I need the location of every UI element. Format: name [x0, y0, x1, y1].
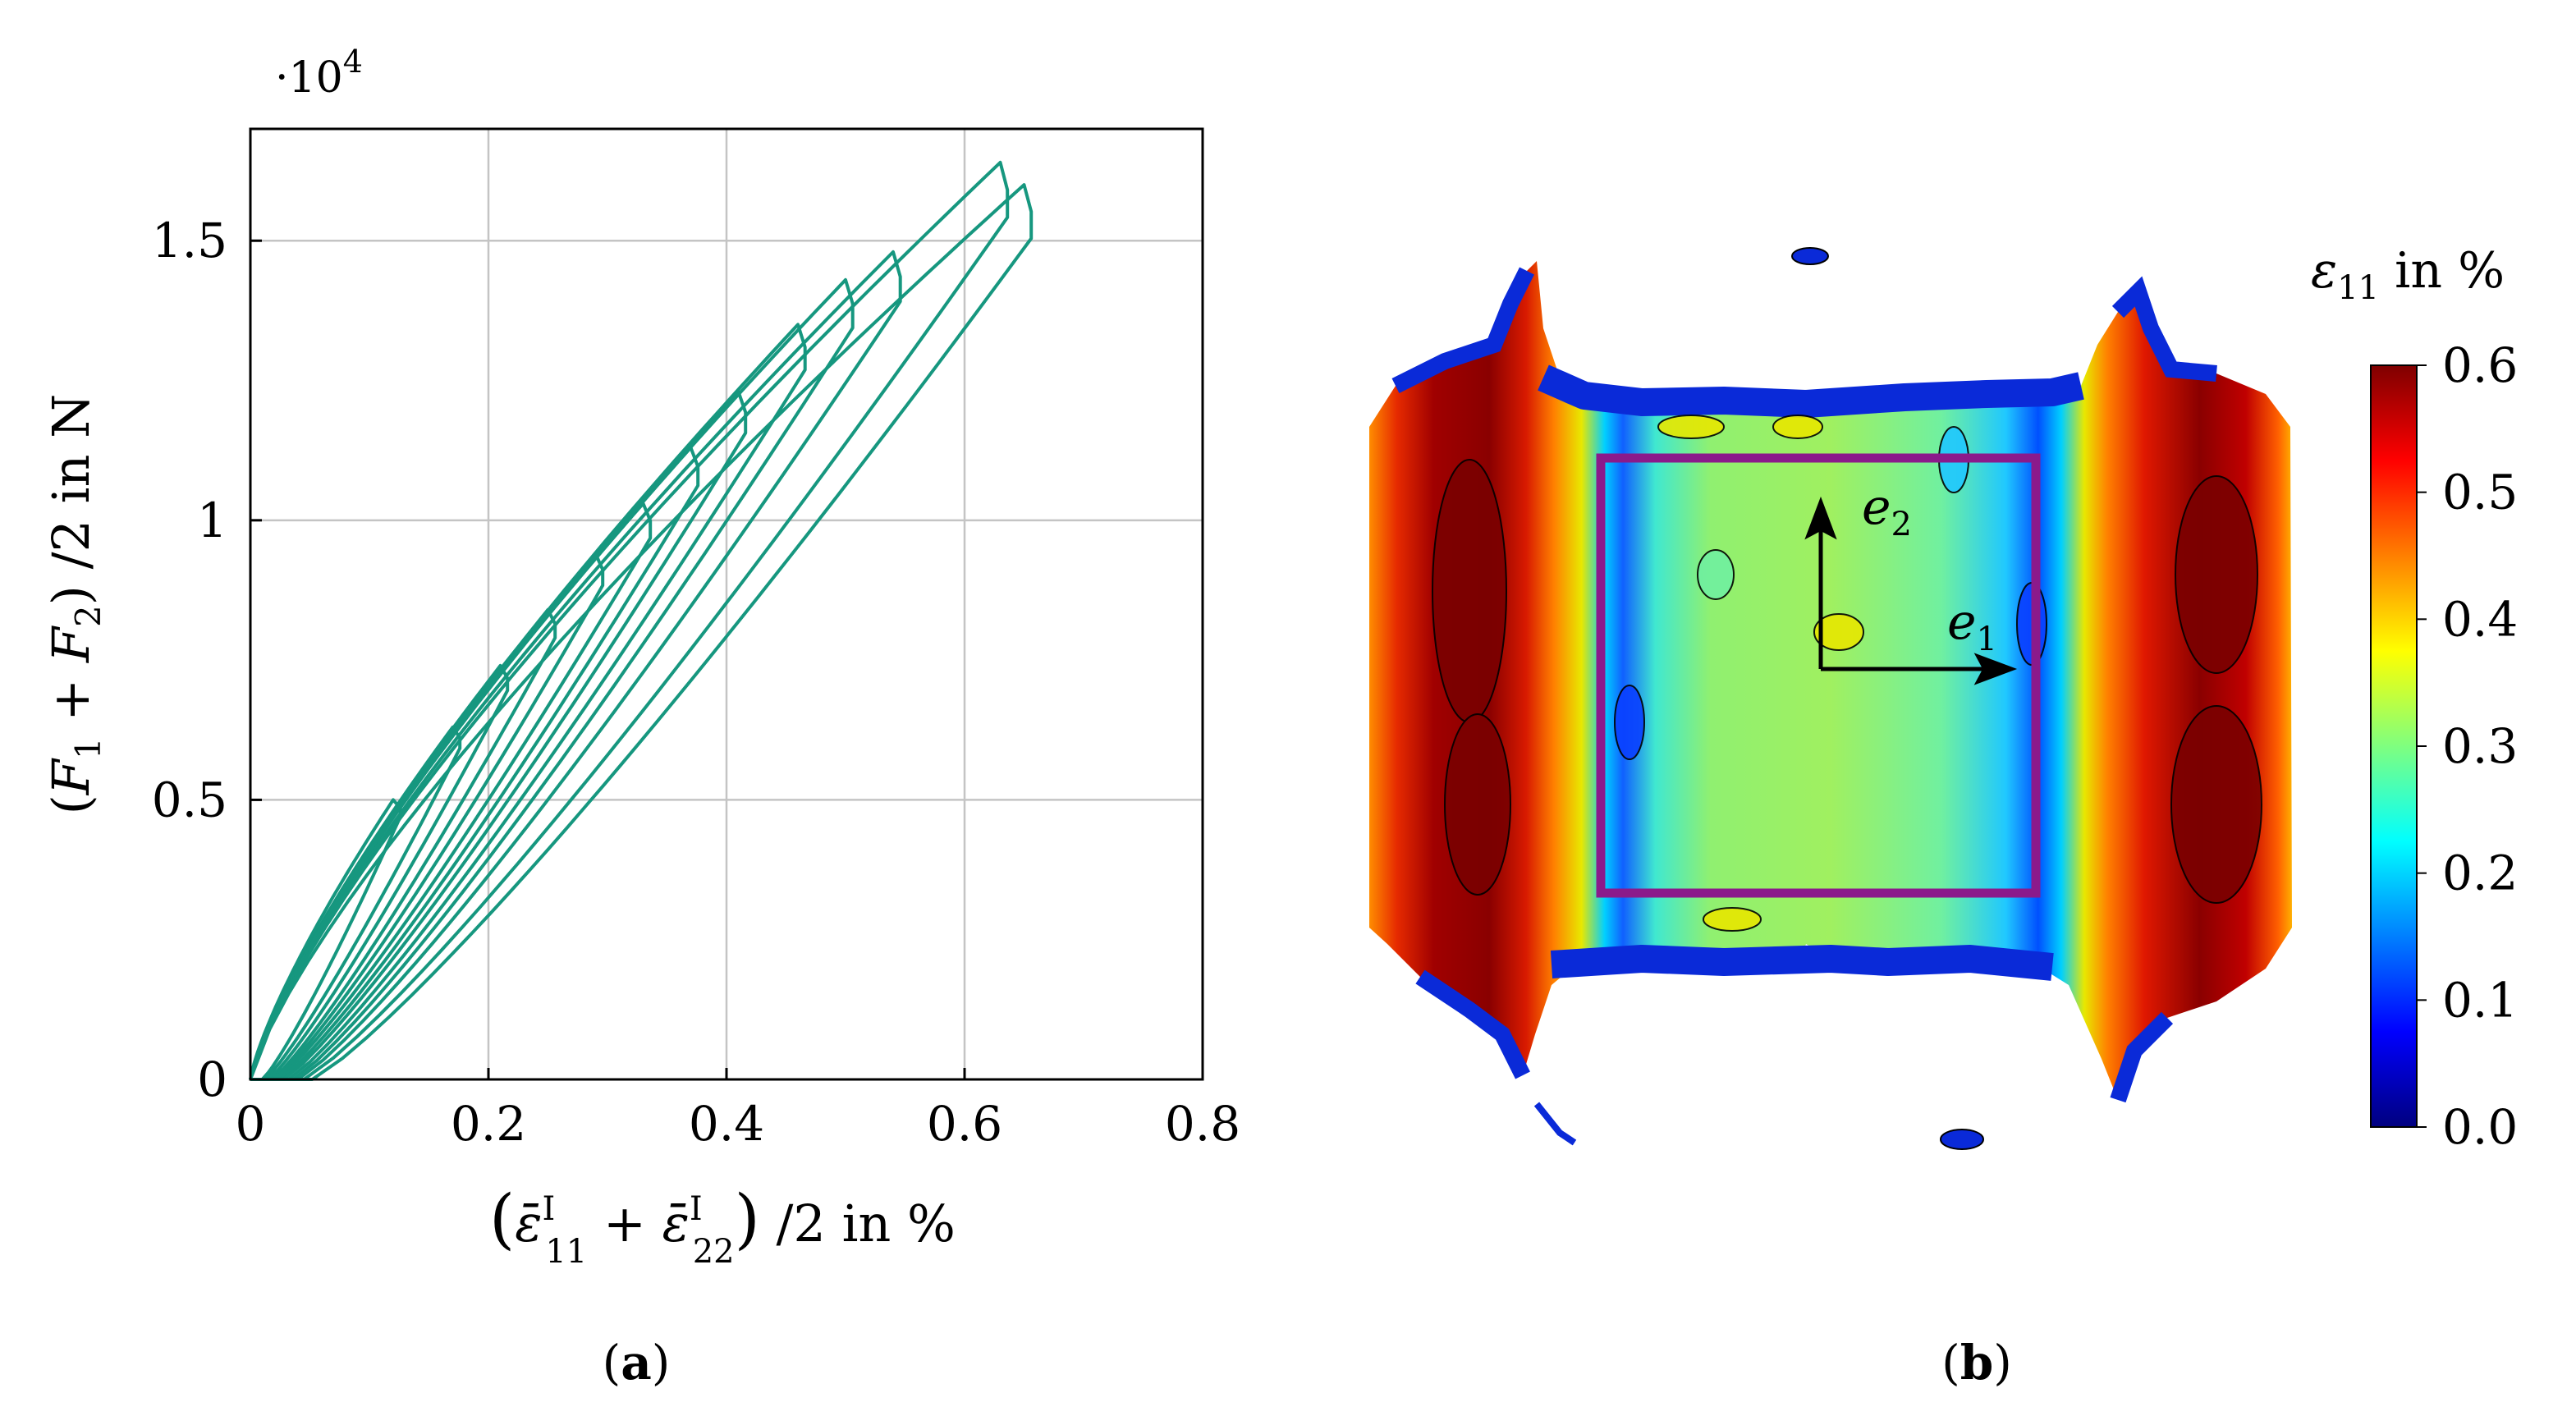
- coordinate-axes: [1804, 496, 2018, 685]
- x-tick-label-1: 0.2: [451, 1096, 526, 1152]
- y-tick-label-0: 0: [197, 1052, 227, 1107]
- colorbar-ticks: 0.0 0.1 0.2 0.3 0.4 0.5 0.6: [2417, 337, 2518, 1155]
- e1-label: e1: [1947, 593, 1997, 658]
- colorbar-tick-label-2: 0.2: [2442, 845, 2518, 901]
- load-cycle-10: [249, 277, 855, 1081]
- x-tick-label-3: 0.6: [927, 1096, 1002, 1152]
- load-cycle-9: [249, 323, 807, 1081]
- y-tick-label-1: 0.5: [152, 772, 227, 827]
- colorbar-tick-label-6: 0.6: [2442, 337, 2518, 393]
- load-cycle-12: [249, 160, 1010, 1081]
- colorbar-tick-label-1: 0.1: [2442, 972, 2518, 1028]
- load-cycle-7: [249, 446, 700, 1081]
- e2-arrowhead: [1804, 496, 1837, 540]
- colorbar: [2370, 364, 2418, 1128]
- y-tick-label-3: 1.5: [152, 213, 227, 268]
- x-tick-label-4: 0.8: [1165, 1096, 1240, 1152]
- panel-label-a: (a): [603, 1335, 671, 1391]
- load-cycle-series: [249, 160, 1034, 1081]
- e2-label: e2: [1862, 479, 1912, 543]
- y-axis-ticks: 0 0.5 1 1.5: [152, 213, 262, 1107]
- colorbar-tick-label-0: 0.0: [2442, 1099, 2518, 1155]
- load-cycle-13: [249, 183, 1034, 1081]
- strain-field-map: e1 e2 ε11 in % 0.0 0.1 0.2 0.3 0.4 0.5 0.6 (b): [1369, 242, 2518, 1391]
- evaluation-region-frame: [1596, 453, 2041, 898]
- e1-arrowhead: [1973, 653, 2018, 685]
- colorbar-label: ε11 in %: [2311, 242, 2505, 307]
- x-axis-ticks: 0 0.2 0.4 0.6 0.8: [236, 1068, 1240, 1152]
- arm-edge-right-bottom: [2110, 1011, 2174, 1103]
- arm-edge-left-bottom: [1415, 969, 1530, 1079]
- arm-edge-left-top: [1391, 267, 1534, 393]
- load-strain-chart: 0 0.2 0.4 0.6 0.8 0 0.5 1 1.5 ·104 (F1 + F2) /2…: [41, 44, 1240, 1391]
- arm-edge-right-top: [2111, 276, 2217, 382]
- isolated-patch-bottom-left: [1533, 1102, 1577, 1146]
- x-tick-label-2: 0.4: [689, 1096, 764, 1152]
- y-multiplier: ·104: [275, 44, 363, 103]
- colorbar-tick-label-4: 0.4: [2442, 591, 2518, 647]
- panel-label-b: (b): [1941, 1335, 2012, 1391]
- strain-field: [1369, 261, 2292, 1100]
- y-axis-label: (F1 + F2) /2 in N: [41, 394, 108, 815]
- colorbar-tick-label-5: 0.5: [2442, 465, 2518, 520]
- colorbar-tick-label-3: 0.3: [2442, 718, 2518, 774]
- x-tick-label-0: 0: [236, 1096, 266, 1152]
- load-cycle-6: [249, 502, 653, 1081]
- low-strain-band-bottom: [1550, 945, 2054, 981]
- low-strain-band-top: [1538, 364, 2084, 418]
- isolated-patch-bottom: [1940, 1129, 1984, 1150]
- y-tick-label-2: 1: [197, 493, 227, 548]
- load-cycle-11: [249, 250, 902, 1081]
- x-axis-label: (ε̄I 11 + ε̄I 22) /2 in %: [489, 1180, 956, 1271]
- isolated-patch-top: [1791, 247, 1829, 265]
